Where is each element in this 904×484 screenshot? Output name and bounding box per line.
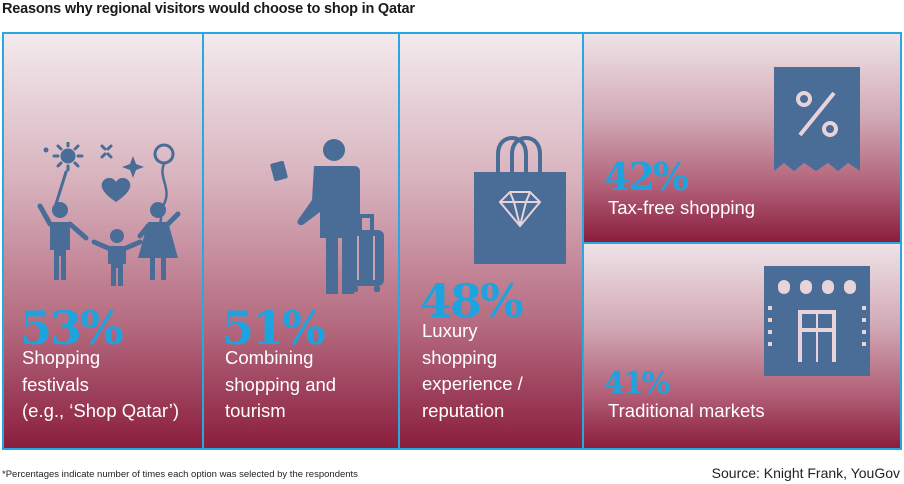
panel-label: Shopping festivals (e.g., ‘Shop Qatar’) [22,345,179,425]
label-line: tourism [225,400,286,421]
family-celebration-icon [37,142,181,286]
panel-tax-free: 42% Tax-free shopping [582,32,902,244]
traveler-with-luggage-icon [270,139,384,294]
panel-label: Traditional markets [608,398,765,425]
label-line: Luxury [422,320,478,341]
panel-shopping-tourism: 51% Combining shopping and tourism [202,32,400,450]
label-line: Traditional markets [608,400,765,421]
panel-label: Luxury shopping experience / reputation [422,318,523,424]
label-line: reputation [422,399,505,421]
panel-shopping-festivals: 53% Shopping festivals (e.g., ‘Shop Qata… [2,32,204,450]
footnote: *Percentages indicate number of times ea… [2,469,358,480]
label-line: experience / [422,373,523,394]
panel-luxury-shopping: 48% Luxury shopping experience / reputat… [398,32,584,450]
panel-label: Tax-free shopping [608,195,755,222]
percent-value: 51% [222,301,326,355]
percent-value: 42% [604,154,689,199]
panel-traditional-markets: 41% Traditional markets [582,242,902,450]
label-line: (e.g., ‘Shop Qatar’) [22,400,179,421]
percent-receipt-icon [774,67,860,171]
market-building-icon [764,266,870,376]
label-line: festivals [22,373,89,395]
percent-value: 48% [420,274,524,328]
label-line: shopping and [225,373,337,395]
label-line: shopping [422,346,498,368]
label-line: Tax-free shopping [608,197,756,218]
page-title: Reasons why regional visitors would choo… [2,1,415,17]
percent-value: 53% [20,301,124,355]
percent-value: 41% [604,366,670,401]
label-line: Shopping [22,347,101,368]
label-line: Combining [225,347,314,368]
panel-label: Combining shopping and tourism [225,345,336,425]
source-credit: Source: Knight Frank, YouGov [711,465,900,481]
shopping-bag-diamond-icon [474,136,566,264]
